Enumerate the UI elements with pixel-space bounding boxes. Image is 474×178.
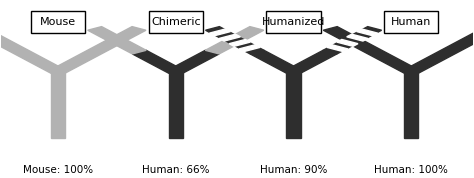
Text: Mouse: 100%: Mouse: 100%	[23, 165, 93, 175]
Polygon shape	[169, 50, 219, 73]
Polygon shape	[323, 27, 382, 54]
Text: Mouse: Mouse	[40, 17, 76, 27]
Polygon shape	[169, 72, 183, 138]
FancyBboxPatch shape	[31, 11, 85, 33]
Polygon shape	[88, 27, 146, 54]
Polygon shape	[132, 50, 182, 73]
Polygon shape	[287, 50, 337, 73]
FancyBboxPatch shape	[384, 11, 438, 33]
Polygon shape	[206, 27, 264, 54]
Text: Human: 66%: Human: 66%	[142, 165, 210, 175]
Polygon shape	[239, 45, 260, 52]
Polygon shape	[404, 72, 419, 138]
Polygon shape	[51, 27, 146, 73]
Polygon shape	[337, 40, 358, 46]
Polygon shape	[250, 50, 301, 73]
Text: Human: 90%: Human: 90%	[260, 165, 327, 175]
Polygon shape	[219, 34, 240, 41]
Polygon shape	[356, 29, 378, 36]
Polygon shape	[323, 27, 418, 73]
Polygon shape	[51, 72, 65, 138]
Polygon shape	[0, 27, 65, 73]
Polygon shape	[286, 72, 301, 138]
Polygon shape	[327, 45, 348, 52]
Polygon shape	[205, 27, 264, 54]
Text: Humanized: Humanized	[262, 17, 325, 27]
Text: Human: 100%: Human: 100%	[374, 165, 448, 175]
Text: Chimeric: Chimeric	[151, 17, 201, 27]
FancyBboxPatch shape	[149, 11, 203, 33]
Polygon shape	[210, 29, 230, 36]
Polygon shape	[229, 40, 250, 46]
Text: Human: Human	[391, 17, 431, 27]
Polygon shape	[346, 34, 368, 41]
FancyBboxPatch shape	[266, 11, 320, 33]
Polygon shape	[404, 27, 474, 73]
